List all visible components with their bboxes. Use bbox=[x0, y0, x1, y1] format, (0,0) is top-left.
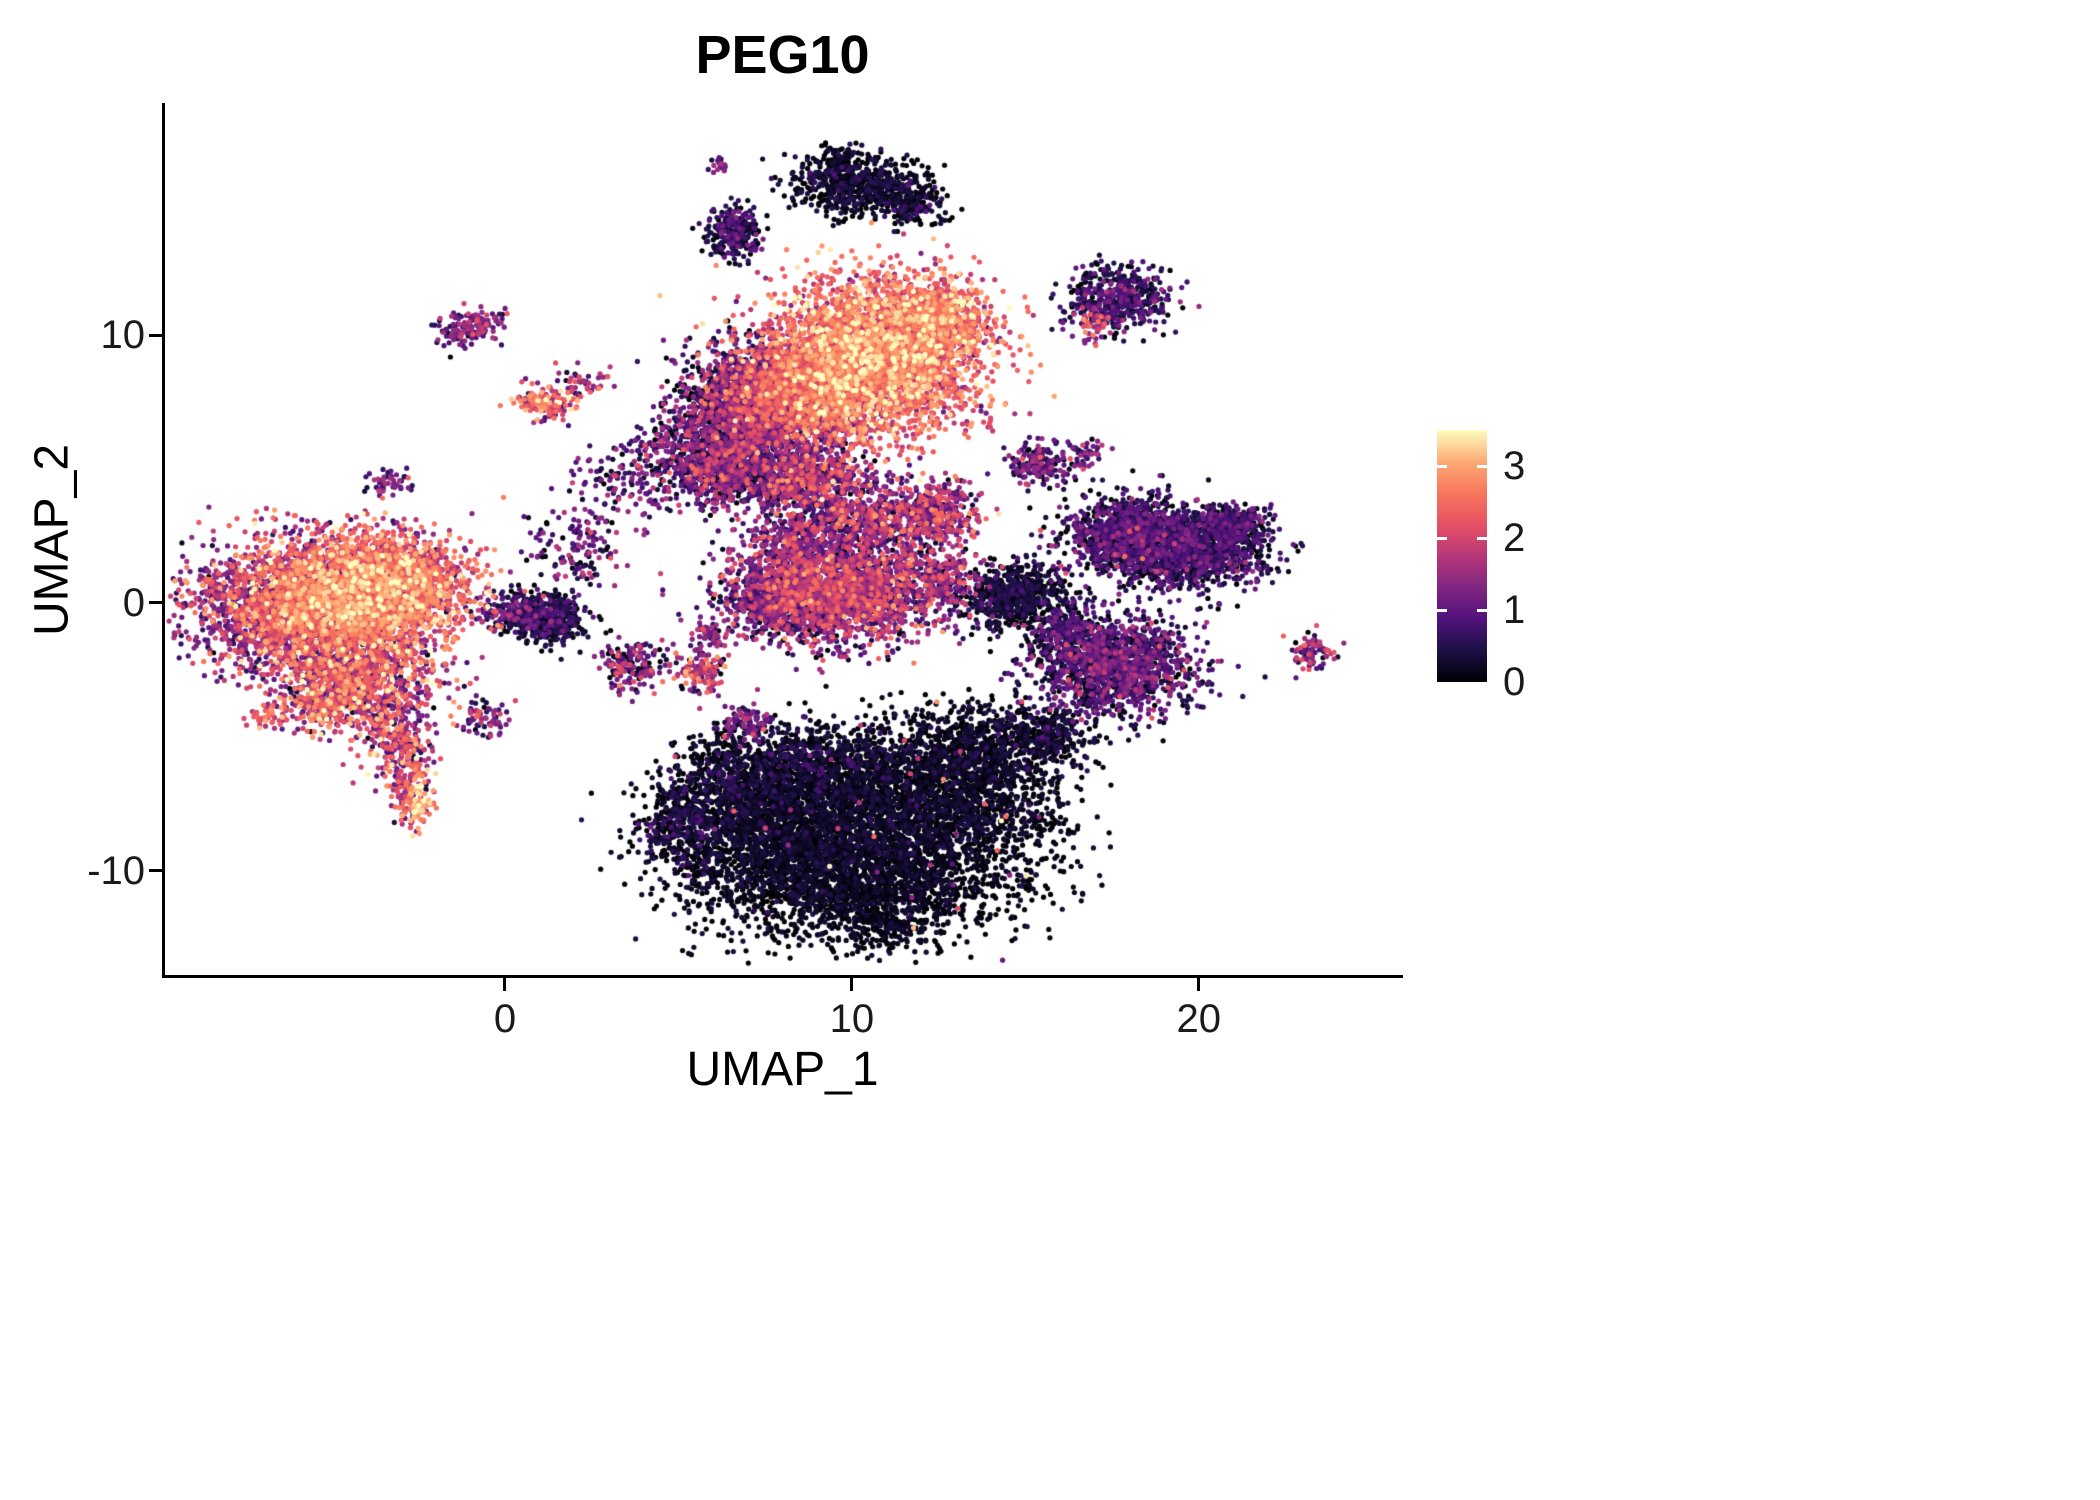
x-axis-tick-label: 0 bbox=[493, 997, 517, 1041]
x-axis-tick-label: 10 bbox=[829, 997, 875, 1041]
y-axis-tick-mark bbox=[149, 333, 162, 337]
y-axis-tick-label: 10 bbox=[100, 313, 146, 358]
x-axis-tick-label: 20 bbox=[1176, 997, 1222, 1041]
y-axis-tick-label: 0 bbox=[122, 580, 145, 625]
colorbar-tick-mark bbox=[1437, 608, 1447, 612]
y-axis-tick-mark bbox=[149, 601, 162, 605]
y-axis-title: UMAP_2 bbox=[25, 443, 79, 637]
colorbar-tick-mark bbox=[1437, 536, 1447, 540]
colorbar-gradient bbox=[1437, 430, 1487, 682]
colorbar-tick-label: 3 bbox=[1503, 444, 1526, 488]
x-axis-tick-mark bbox=[1197, 978, 1201, 991]
y-axis-line bbox=[162, 103, 165, 978]
colorbar-tick-label: 2 bbox=[1503, 516, 1526, 560]
colorbar-tick-mark bbox=[1477, 464, 1487, 468]
colorbar-tick-label: 0 bbox=[1503, 660, 1526, 704]
colorbar-tick-mark bbox=[1437, 464, 1447, 468]
colorbar-tick-mark bbox=[1477, 608, 1487, 612]
x-axis-line bbox=[162, 975, 1403, 978]
y-axis-tick-label: -10 bbox=[87, 848, 145, 893]
plot-title: PEG10 bbox=[695, 25, 870, 85]
x-axis-title: UMAP_1 bbox=[686, 1043, 879, 1096]
colorbar-tick-mark bbox=[1477, 536, 1487, 540]
colorbar-tick-label: 1 bbox=[1503, 588, 1526, 632]
x-axis-tick-mark bbox=[503, 978, 507, 991]
x-axis-tick-mark bbox=[850, 978, 854, 991]
y-axis-tick-mark bbox=[149, 869, 162, 873]
